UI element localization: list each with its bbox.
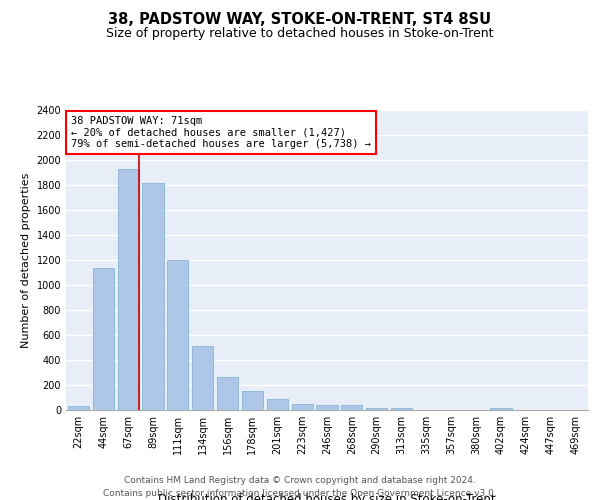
Bar xyxy=(167,260,188,410)
Bar xyxy=(217,377,238,410)
Bar xyxy=(93,268,114,410)
Text: 38, PADSTOW WAY, STOKE-ON-TRENT, ST4 8SU: 38, PADSTOW WAY, STOKE-ON-TRENT, ST4 8SU xyxy=(109,12,491,28)
Y-axis label: Number of detached properties: Number of detached properties xyxy=(21,172,31,348)
Bar xyxy=(118,169,139,410)
Text: Size of property relative to detached houses in Stoke-on-Trent: Size of property relative to detached ho… xyxy=(106,28,494,40)
Bar xyxy=(292,404,313,410)
Text: Contains HM Land Registry data © Crown copyright and database right 2024.
Contai: Contains HM Land Registry data © Crown c… xyxy=(103,476,497,498)
Bar xyxy=(366,408,387,410)
Bar xyxy=(242,391,263,410)
X-axis label: Distribution of detached houses by size in Stoke-on-Trent: Distribution of detached houses by size … xyxy=(158,493,496,500)
Bar xyxy=(341,405,362,410)
Bar xyxy=(391,408,412,410)
Bar xyxy=(490,408,512,410)
Bar xyxy=(316,405,338,410)
Bar xyxy=(192,346,213,410)
Bar xyxy=(68,406,89,410)
Text: 38 PADSTOW WAY: 71sqm
← 20% of detached houses are smaller (1,427)
79% of semi-d: 38 PADSTOW WAY: 71sqm ← 20% of detached … xyxy=(71,116,371,149)
Bar xyxy=(142,182,164,410)
Bar xyxy=(267,399,288,410)
